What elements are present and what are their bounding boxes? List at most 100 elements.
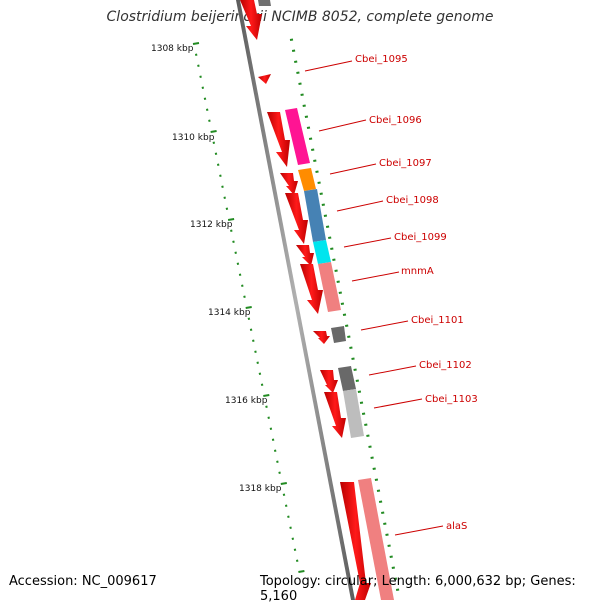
cds-arrow[interactable] — [280, 173, 298, 195]
minor-tick — [238, 273, 242, 276]
leader-line — [304, 60, 353, 72]
cog-block[interactable] — [285, 108, 310, 165]
cds-arrow[interactable] — [324, 392, 346, 438]
cds-arrow[interactable] — [296, 245, 314, 266]
minor-tick — [203, 97, 207, 100]
leader-line — [360, 320, 409, 331]
gene-label[interactable]: Cbei_1102 — [419, 360, 472, 371]
minor-tick — [273, 449, 277, 452]
cds-arrow[interactable] — [300, 264, 323, 314]
outer-track — [289, 38, 400, 591]
tick-label: 1310 kbp — [172, 133, 215, 143]
track-dot — [296, 71, 300, 74]
track-dot — [361, 412, 366, 415]
minor-tick — [276, 460, 279, 463]
cog-block[interactable] — [304, 189, 326, 242]
cog-block[interactable] — [343, 389, 364, 438]
cds-arrow[interactable] — [240, 0, 262, 40]
minor-tick — [287, 515, 290, 518]
track-dot — [334, 269, 338, 272]
tick-labels: 1308 kbp 1310 kbp 1312 kbp 1314 kbp 1316… — [151, 44, 282, 494]
gene-label[interactable]: Cbei_1099 — [394, 232, 447, 243]
track-dot — [328, 236, 332, 239]
leader-line — [318, 119, 367, 132]
leader-line — [368, 365, 417, 376]
major-tick — [280, 482, 287, 485]
track-dot — [325, 225, 330, 228]
cog-block[interactable] — [358, 478, 394, 600]
track-dot — [332, 258, 336, 261]
accession-info: Accession: NC_009617 — [9, 574, 157, 589]
leader-line — [336, 200, 384, 212]
track-dot — [313, 159, 317, 162]
gene-label[interactable]: Cbei_1103 — [425, 394, 478, 405]
cog-block[interactable] — [318, 262, 341, 312]
cog-block[interactable] — [313, 240, 331, 264]
major-tick — [263, 394, 270, 397]
track-dot — [387, 544, 391, 547]
track-dot — [376, 489, 381, 492]
minor-tick — [256, 361, 259, 364]
minor-tick — [247, 317, 251, 320]
track-dot — [306, 126, 311, 129]
gene-labels: Cbei_1095 Cbei_1096 Cbei_1097 Cbei_1098 … — [355, 54, 478, 532]
track-dot — [291, 49, 296, 52]
leader-line — [373, 398, 423, 409]
kbp-scale — [192, 42, 305, 573]
gene-label[interactable]: Cbei_1097 — [379, 158, 432, 169]
cds-features — [240, 0, 371, 600]
major-tick — [210, 130, 217, 133]
minor-tick — [289, 526, 292, 529]
track-dot — [393, 577, 398, 580]
track-dot — [391, 566, 395, 569]
minor-tick — [252, 339, 255, 342]
track-dot — [345, 324, 349, 327]
track-dot — [315, 170, 319, 173]
track-dot — [323, 214, 328, 217]
minor-tick — [214, 152, 218, 155]
track-dot — [336, 280, 340, 283]
minor-tick — [291, 537, 295, 540]
track-dot — [381, 511, 385, 514]
cog-block[interactable] — [298, 168, 316, 191]
gene-label[interactable]: Cbei_1098 — [386, 195, 439, 206]
cds-arrow[interactable] — [340, 482, 371, 600]
gene-label[interactable]: Cbei_1096 — [369, 115, 422, 126]
cds-arrow[interactable] — [258, 74, 271, 84]
cds-arrow[interactable] — [267, 112, 290, 167]
minor-tick — [219, 174, 222, 177]
minor-tick — [241, 284, 244, 287]
track-dot — [383, 522, 387, 525]
cog-block[interactable] — [331, 326, 346, 343]
track-dot — [317, 181, 321, 184]
tick-label: 1308 kbp — [151, 44, 194, 54]
gene-label[interactable]: Cbei_1101 — [411, 315, 464, 326]
cds-arrow[interactable] — [313, 331, 330, 344]
cds-arrow[interactable] — [285, 193, 308, 244]
track-dot — [355, 379, 359, 382]
leader-line — [351, 271, 400, 282]
minor-tick — [258, 372, 262, 375]
track-dot — [308, 137, 313, 140]
label-leaders — [304, 60, 444, 536]
track-dot — [342, 313, 347, 316]
cog-block[interactable] — [258, 0, 271, 6]
gene-label[interactable]: alaS — [446, 521, 467, 532]
tick-label: 1312 kbp — [190, 220, 233, 230]
gene-label[interactable]: mnmA — [401, 266, 434, 277]
gene-label[interactable]: Cbei_1095 — [355, 54, 408, 65]
track-dot — [385, 533, 389, 536]
track-dot — [321, 203, 325, 206]
track-dot — [298, 82, 302, 85]
track-dot — [311, 148, 315, 151]
cds-arrow[interactable] — [320, 370, 338, 393]
track-dot — [370, 456, 374, 459]
minor-tick — [208, 119, 211, 122]
track-dot — [349, 346, 353, 349]
minor-tick — [278, 471, 281, 474]
cog-block[interactable] — [338, 366, 356, 391]
minor-tick — [236, 262, 240, 265]
major-tick — [192, 42, 200, 45]
track-dot — [304, 115, 309, 118]
